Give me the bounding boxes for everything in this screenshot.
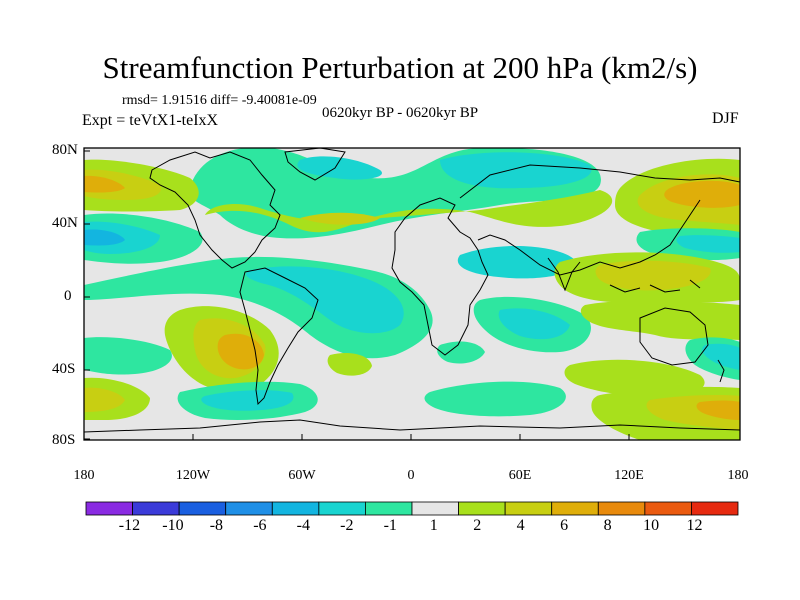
contour-positive-s-pacific xyxy=(580,300,740,340)
contour-negative-s-indian xyxy=(424,381,566,417)
colorbar-swatch xyxy=(411,501,459,516)
colorbar-label: -10 xyxy=(162,517,184,534)
lat-label-80n: 80N xyxy=(52,142,78,158)
colorbar-label: 10 xyxy=(643,517,660,534)
period-label: 0620kyr BP - 0620kyr BP xyxy=(322,105,479,121)
contour-negative-asia-core xyxy=(440,152,592,189)
colorbar-label: 12 xyxy=(686,517,703,534)
lon-label-180-east: 180 xyxy=(727,468,749,483)
contour-negative-sw-atlantic-core xyxy=(201,390,294,411)
colorbar-swatch xyxy=(85,501,133,516)
experiment-label: Expt = teVtX1-teIxX xyxy=(82,112,219,129)
colorbar-swatch xyxy=(504,501,553,516)
colorbar-swatch xyxy=(691,501,739,516)
coastline-north-america xyxy=(149,151,281,269)
colorbar-label: -6 xyxy=(253,517,267,534)
colorbar-label: 2 xyxy=(473,517,482,534)
lat-label-0: 0 xyxy=(64,288,72,304)
colorbar-swatch xyxy=(365,501,413,516)
colorbar-label: -8 xyxy=(209,517,224,534)
coastline-asia xyxy=(459,164,740,276)
coastline-antarctica xyxy=(84,419,740,433)
contour-positive-n-atlantic-core xyxy=(300,212,380,225)
contour-positive-s-atlantic xyxy=(327,353,372,376)
colorbar-swatch xyxy=(318,501,366,516)
contour-positive-s-indian xyxy=(564,359,705,397)
contour-negative-s-african xyxy=(437,341,485,364)
coastline-india xyxy=(547,257,581,292)
contour-negative-tropics-atlantic-core xyxy=(245,266,404,334)
lon-label-60w: 60W xyxy=(288,468,316,483)
colorbar-label: -2 xyxy=(340,517,354,534)
coastlines xyxy=(84,148,740,433)
colorbar-label: 6 xyxy=(560,517,569,534)
colorbar-label: -12 xyxy=(118,517,141,534)
axis-ticks xyxy=(84,150,630,440)
colorbar-swatch xyxy=(271,501,320,516)
lat-label-40s: 40S xyxy=(52,361,76,377)
colorbar-swatch xyxy=(597,501,646,516)
map-frame xyxy=(83,147,741,441)
colorbar-swatch xyxy=(132,501,180,516)
lon-label-60e: 60E xyxy=(508,468,532,483)
lat-label-80s: 80S xyxy=(52,432,76,448)
coastline-australia xyxy=(639,307,709,366)
colorbar-swatch xyxy=(178,501,227,516)
colorbar-label: 1 xyxy=(429,517,438,534)
contour-negative-n-pacific-peak xyxy=(84,229,125,246)
colorbar-label: -1 xyxy=(383,517,397,534)
colorbar-swatch xyxy=(458,501,506,516)
contour-positive-ne-pacific-peak xyxy=(84,175,125,193)
coastline-new-zealand xyxy=(717,359,725,383)
contour-fields xyxy=(84,148,740,440)
contour-positive-s-pacific-west-core xyxy=(84,387,125,412)
contour-negative-sahara xyxy=(457,245,576,279)
lon-label-0: 0 xyxy=(407,468,415,483)
coastline-south-america xyxy=(239,267,319,406)
contour-positive-s-ocean-east-core xyxy=(696,400,740,420)
contour-negative-s-australia-core xyxy=(702,343,740,370)
colorbar-label: 4 xyxy=(516,517,525,534)
contour-negative-s-pacific xyxy=(84,337,172,375)
colorbar-swatch xyxy=(225,501,273,516)
contour-positive-se-pacific-core xyxy=(217,333,264,370)
lon-label-120e: 120E xyxy=(614,468,644,483)
coastline-europe-africa xyxy=(391,197,489,356)
colorbar xyxy=(85,501,739,516)
lon-label-180-west: 180 xyxy=(73,468,95,483)
colorbar-label: -4 xyxy=(296,517,310,534)
contour-positive-maritime-core xyxy=(595,260,711,291)
colorbar-swatch xyxy=(644,501,692,516)
page-title: Streamfunction Perturbation at 200 hPa (… xyxy=(102,50,698,85)
colorbar-swatch xyxy=(551,501,599,516)
coastline-maritime xyxy=(609,279,701,293)
stats-text: rmsd= 1.91516 diff= -9.40081e-09 xyxy=(122,93,317,108)
colorbar-label: 8 xyxy=(603,517,612,534)
contour-positive-n-atlantic xyxy=(205,190,613,233)
lat-label-40n: 40N xyxy=(52,215,78,231)
contour-negative-indian-ocean-core xyxy=(498,308,570,340)
season-label: DJF xyxy=(712,110,739,127)
coastline-greenland xyxy=(284,148,346,181)
contour-negative-w-pacific-core xyxy=(676,235,740,253)
contour-negative-arctic-core xyxy=(297,156,382,180)
contour-positive-nw-pacific-core xyxy=(664,180,740,208)
lon-label-120w: 120W xyxy=(175,468,211,483)
